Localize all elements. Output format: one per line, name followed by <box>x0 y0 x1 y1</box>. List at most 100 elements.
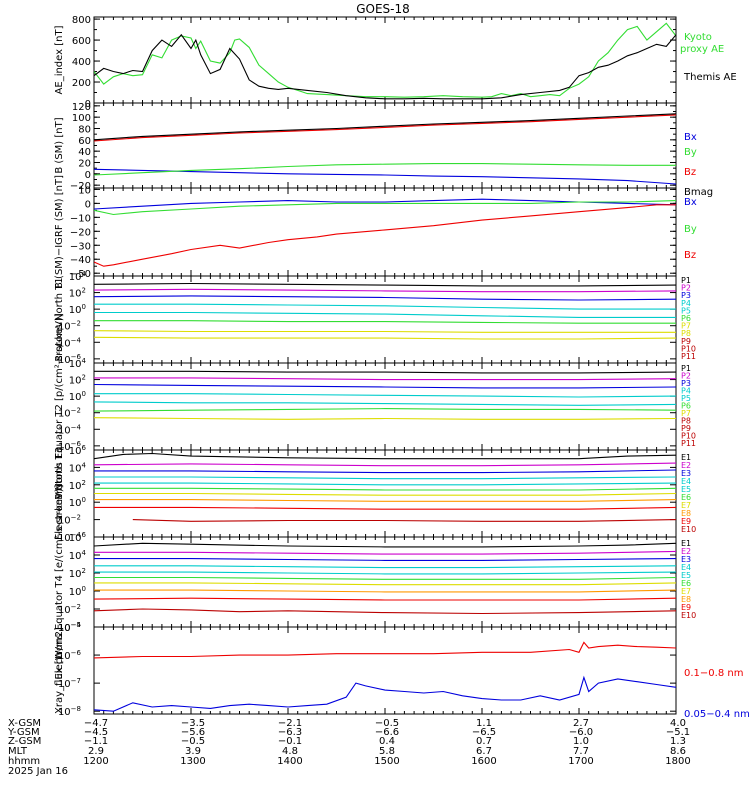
legend-entry: E10 <box>681 525 696 534</box>
x-row-value: −0.5 <box>181 736 205 747</box>
series-line-e1 <box>94 452 676 460</box>
series-line-e10 <box>132 519 676 522</box>
legend-entry: P8 <box>681 329 691 338</box>
series-line-e3 <box>94 558 676 561</box>
y-tick-label: 10 <box>78 185 91 196</box>
y-axis-label: B (SM) [nT] <box>54 117 65 173</box>
panel-3: −50 −40 −30 −20 −10 0 10 B (SM)−IGRF (SM) [nT] B… <box>54 175 697 289</box>
legend-entry: E1 <box>681 539 691 548</box>
y-tick-label: 100 <box>69 303 86 316</box>
x-row-value: 8.6 <box>670 746 686 757</box>
series-line-e2 <box>94 550 676 555</box>
y-tick-label: 200 <box>72 78 91 89</box>
legend-entry: P5 <box>681 306 691 315</box>
legend-entry: P1 <box>681 364 691 373</box>
series-line-themis-ae <box>94 33 676 100</box>
series-line-by <box>94 200 676 216</box>
legend-entry: P11 <box>681 439 696 448</box>
x-row-value: −5.6 <box>181 727 205 738</box>
legend-entry: P10 <box>681 344 696 353</box>
series-line-e9 <box>94 597 676 601</box>
legend-entry: E7 <box>681 587 691 596</box>
legend-entry: P7 <box>681 322 691 331</box>
series-line-p4 <box>94 393 676 398</box>
legend-entry: P4 <box>681 299 691 308</box>
x-row-value: 4.8 <box>282 746 298 757</box>
panel-frame <box>93 16 677 104</box>
y-tick-label: 100 <box>69 390 86 403</box>
panel-legend: Bx By Bz <box>684 197 697 261</box>
legend-entry: P11 <box>681 352 696 361</box>
legend-entry: P4 <box>681 387 691 396</box>
series-line-p4 <box>94 303 676 310</box>
x-row-value: −6.5 <box>472 727 496 738</box>
x-row-value: 2.7 <box>573 718 589 729</box>
legend-entry: E7 <box>681 501 691 510</box>
panel-frame <box>93 536 677 628</box>
legend-entry: P8 <box>681 417 691 426</box>
series-line-p5 <box>94 401 676 406</box>
date-label: 2025 Jan 16 <box>8 766 68 777</box>
legend-entry: By <box>684 147 697 158</box>
x-row-value: 1700 <box>568 756 593 767</box>
series-line-e6 <box>94 576 676 580</box>
y-tick-label: 104 <box>69 357 87 370</box>
series-line-e1 <box>94 542 676 548</box>
y-axis-label: Electrons North T3 <box>54 447 65 540</box>
legend-entry: Bx <box>684 132 697 143</box>
y-axis-label: Xray_flux [W/m2] <box>54 627 65 714</box>
series-line-bx <box>94 198 676 210</box>
series-line-e7 <box>94 582 676 586</box>
x-row-value: 1500 <box>374 756 399 767</box>
legend-entry: E8 <box>681 509 691 518</box>
x-row-value: 1300 <box>180 756 205 767</box>
x-row-label: X-GSM <box>8 718 41 729</box>
series-line-e10 <box>94 608 676 615</box>
x-row-value: 1600 <box>471 756 496 767</box>
y-tick-label: 40 <box>78 147 91 158</box>
x-row-value: 4.0 <box>670 718 686 729</box>
y-tick-label: 104 <box>69 549 87 562</box>
y-tick-label: 106 <box>69 444 87 457</box>
y-tick-label: 104 <box>69 461 87 474</box>
series-line-p3 <box>94 295 676 301</box>
x-row-value: −5.1 <box>666 727 690 738</box>
series-line-p1 <box>94 370 676 374</box>
series-line-e7 <box>94 492 676 496</box>
y-tick-label: −50 <box>70 269 91 280</box>
legend-entry: Bx <box>684 197 697 208</box>
x-row-value: −0.5 <box>375 718 399 729</box>
panel-frame <box>93 187 677 277</box>
legend-entry: P10 <box>681 432 696 441</box>
series-line-e4 <box>94 565 676 569</box>
series-line-by <box>94 163 676 176</box>
legend-entry: E5 <box>681 485 691 494</box>
series-line-0-1-0-8-nm <box>94 641 676 659</box>
y-tick-label: 800 <box>72 15 91 26</box>
x-row-value: 1200 <box>83 756 108 767</box>
series-line-p7 <box>94 330 676 333</box>
y-tick-label: 102 <box>69 374 86 387</box>
x-row-value: 0.7 <box>476 736 492 747</box>
legend-entry: E10 <box>681 611 696 620</box>
panel-frame <box>93 626 677 715</box>
legend-entry: Bz <box>684 250 696 261</box>
series-line-p5 <box>94 311 676 318</box>
legend-entry: E1 <box>681 453 691 462</box>
y-tick-label: 0 <box>85 170 91 181</box>
series-line-bz <box>94 204 676 267</box>
x-row-label: Z-GSM <box>8 736 41 747</box>
series-line-e2 <box>94 462 676 467</box>
y-tick-label: −10 <box>70 213 91 224</box>
series-line-e9 <box>94 506 676 510</box>
y-tick-label: −20 <box>70 227 91 238</box>
y-tick-label: 80 <box>78 125 91 136</box>
x-row-value: 5.8 <box>379 746 395 757</box>
legend-entry: E3 <box>681 469 691 478</box>
legend-entry: P2 <box>681 284 691 293</box>
legend-entry: 0.05−0.4 nm <box>684 709 750 720</box>
